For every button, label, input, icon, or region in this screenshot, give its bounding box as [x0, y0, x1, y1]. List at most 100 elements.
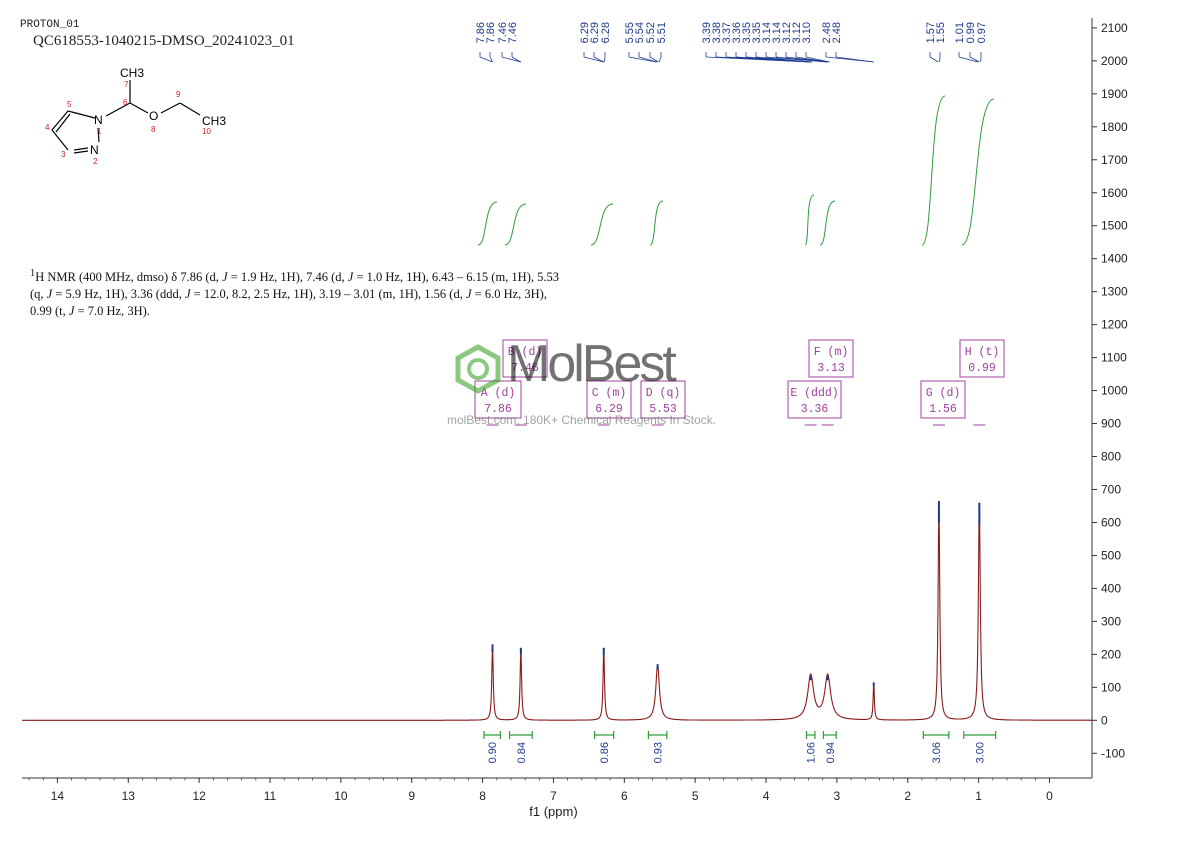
x-tick-label: 14	[51, 789, 65, 803]
peak-pick-leader	[929, 56, 939, 63]
integral-value: 0.90	[487, 742, 499, 763]
peak-pick-label: 3.38	[711, 22, 723, 43]
integral-curve	[819, 200, 836, 246]
multiplet-label: C (m)	[592, 387, 627, 400]
atom-num-7: 7	[124, 80, 129, 89]
peak-pick-label: 1.57	[925, 22, 937, 43]
y-tick-label: 500	[1101, 548, 1121, 562]
sample-name: QC618553-1040215-DMSO_20241023_01	[33, 33, 295, 49]
x-tick-label: 13	[122, 789, 136, 803]
peak-pick-label: 6.28	[600, 22, 612, 43]
multiplet-box	[586, 380, 632, 419]
spectrum-trace	[22, 501, 1092, 721]
molecule-structure: CH3 7 6 5 N 1 4 3 N 2 O 8 9 CH3 10	[45, 66, 226, 166]
peak-pick-label: 3.36	[731, 22, 743, 43]
nmr-summary: 1H NMR (400 MHz, dmso) δ 7.86 (d, J = 1.…	[30, 268, 559, 319]
multiplet-value: 3.36	[801, 403, 829, 416]
integral-curve	[504, 203, 527, 246]
x-tick-label: 9	[408, 789, 415, 803]
peak-pick-leader	[805, 56, 830, 63]
integral-curve	[477, 201, 498, 246]
peak-pick-leader	[583, 56, 604, 63]
peak-pick-label: 3.14	[771, 22, 783, 43]
y-tick-label: 100	[1101, 680, 1121, 694]
x-axis-label: f1 (ppm)	[529, 804, 577, 819]
multiplet-box	[920, 380, 966, 419]
atom-ch3-right: CH3	[202, 114, 226, 128]
multiplet-label: H (t)	[965, 346, 1000, 359]
integral-value: 0.86	[599, 742, 611, 763]
y-tick-label: 1200	[1101, 318, 1128, 332]
peak-pick-label: 6.29	[579, 22, 591, 43]
multiplet-label: D (q)	[646, 387, 681, 400]
x-tick-label: 0	[1046, 789, 1053, 803]
y-tick-label: 1500	[1101, 219, 1128, 233]
peak-pick-label: 7.86	[485, 22, 497, 43]
peak-pick-leader	[489, 56, 493, 63]
multiplet-box	[808, 339, 854, 378]
multiplet-value: 6.29	[595, 403, 623, 416]
peak-pick-label: 5.55	[624, 22, 636, 43]
integral-value: 1.06	[806, 742, 818, 763]
y-tick-label: 1900	[1101, 87, 1128, 101]
y-tick-label: 1600	[1101, 186, 1128, 200]
y-tick-label: 1100	[1101, 351, 1127, 365]
y-tick-label: 300	[1101, 614, 1121, 628]
integral-value: 0.94	[825, 742, 837, 763]
peak-pick-label: 3.12	[791, 22, 803, 43]
multiplet-box	[787, 380, 842, 419]
x-tick-label: 11	[264, 789, 277, 803]
multiplet-value: 3.13	[817, 362, 845, 375]
multiplet-label: F (m)	[814, 346, 849, 359]
multiplet-value: 1.56	[929, 403, 957, 416]
multiplet-label: A (d)	[481, 387, 516, 400]
peak-pick-leader	[658, 56, 662, 63]
peak-pick-label: 0.97	[976, 22, 988, 43]
peak-pick-label: 6.29	[589, 22, 601, 43]
peak-pick-label: 5.52	[645, 22, 657, 43]
peak-pick-label: 0.99	[965, 22, 977, 43]
peak-pick-label: 3.10	[801, 22, 813, 43]
peak-pick-label: 7.46	[507, 22, 519, 43]
x-tick-label: 8	[479, 789, 486, 803]
atom-num-4: 4	[45, 123, 50, 132]
atom-num-10: 10	[202, 127, 211, 136]
watermark-tagline: molBest.com, 180K+ Chemical Reagents In …	[447, 413, 717, 427]
peak-pick-label: 7.46	[497, 22, 509, 43]
peak-pick-label: 2.48	[821, 22, 833, 43]
multiplet-label: B (d)	[508, 346, 543, 359]
atom-o: O	[149, 109, 158, 123]
atom-num-9: 9	[176, 90, 181, 99]
multiplet-box	[640, 380, 686, 419]
peak-pick-leader	[958, 56, 979, 63]
peak-pick-label: 3.37	[721, 22, 733, 43]
x-tick-label: 4	[763, 789, 770, 803]
integral-curve	[921, 95, 946, 246]
atom-ch3-top: CH3	[120, 66, 144, 80]
peak-pick-leader	[969, 56, 980, 63]
experiment-name: PROTON_01	[20, 19, 80, 31]
integral-value: 0.84	[516, 742, 528, 763]
x-tick-label: 2	[904, 789, 911, 803]
watermark: MolBest molBest.com, 180K+ Chemical Reag…	[447, 335, 747, 436]
multiplet-value: 5.53	[649, 403, 677, 416]
y-tick-label: 600	[1101, 515, 1121, 529]
atom-n2: N	[90, 143, 99, 157]
peak-pick-leader	[593, 56, 604, 63]
multiplet-value: 7.46	[511, 362, 539, 375]
peak-pick-leader	[638, 56, 658, 63]
y-tick-label: 1000	[1101, 384, 1128, 398]
multiplet-label: G (d)	[926, 387, 961, 400]
multiplet-value: 7.86	[484, 403, 512, 416]
peak-pick-label: 5.54	[634, 22, 646, 43]
x-tick-label: 1	[975, 789, 982, 803]
y-tick-label: 400	[1101, 581, 1121, 595]
y-tick-label: -100	[1101, 746, 1125, 760]
y-tick-label: 1300	[1101, 285, 1128, 299]
peak-pick-label: 7.86	[475, 22, 487, 43]
multiplet-label: E (ddd)	[790, 387, 838, 400]
x-tick-label: 6	[621, 789, 628, 803]
atom-num-1: 1	[97, 127, 102, 136]
peak-pick-label: 2.48	[831, 22, 843, 43]
